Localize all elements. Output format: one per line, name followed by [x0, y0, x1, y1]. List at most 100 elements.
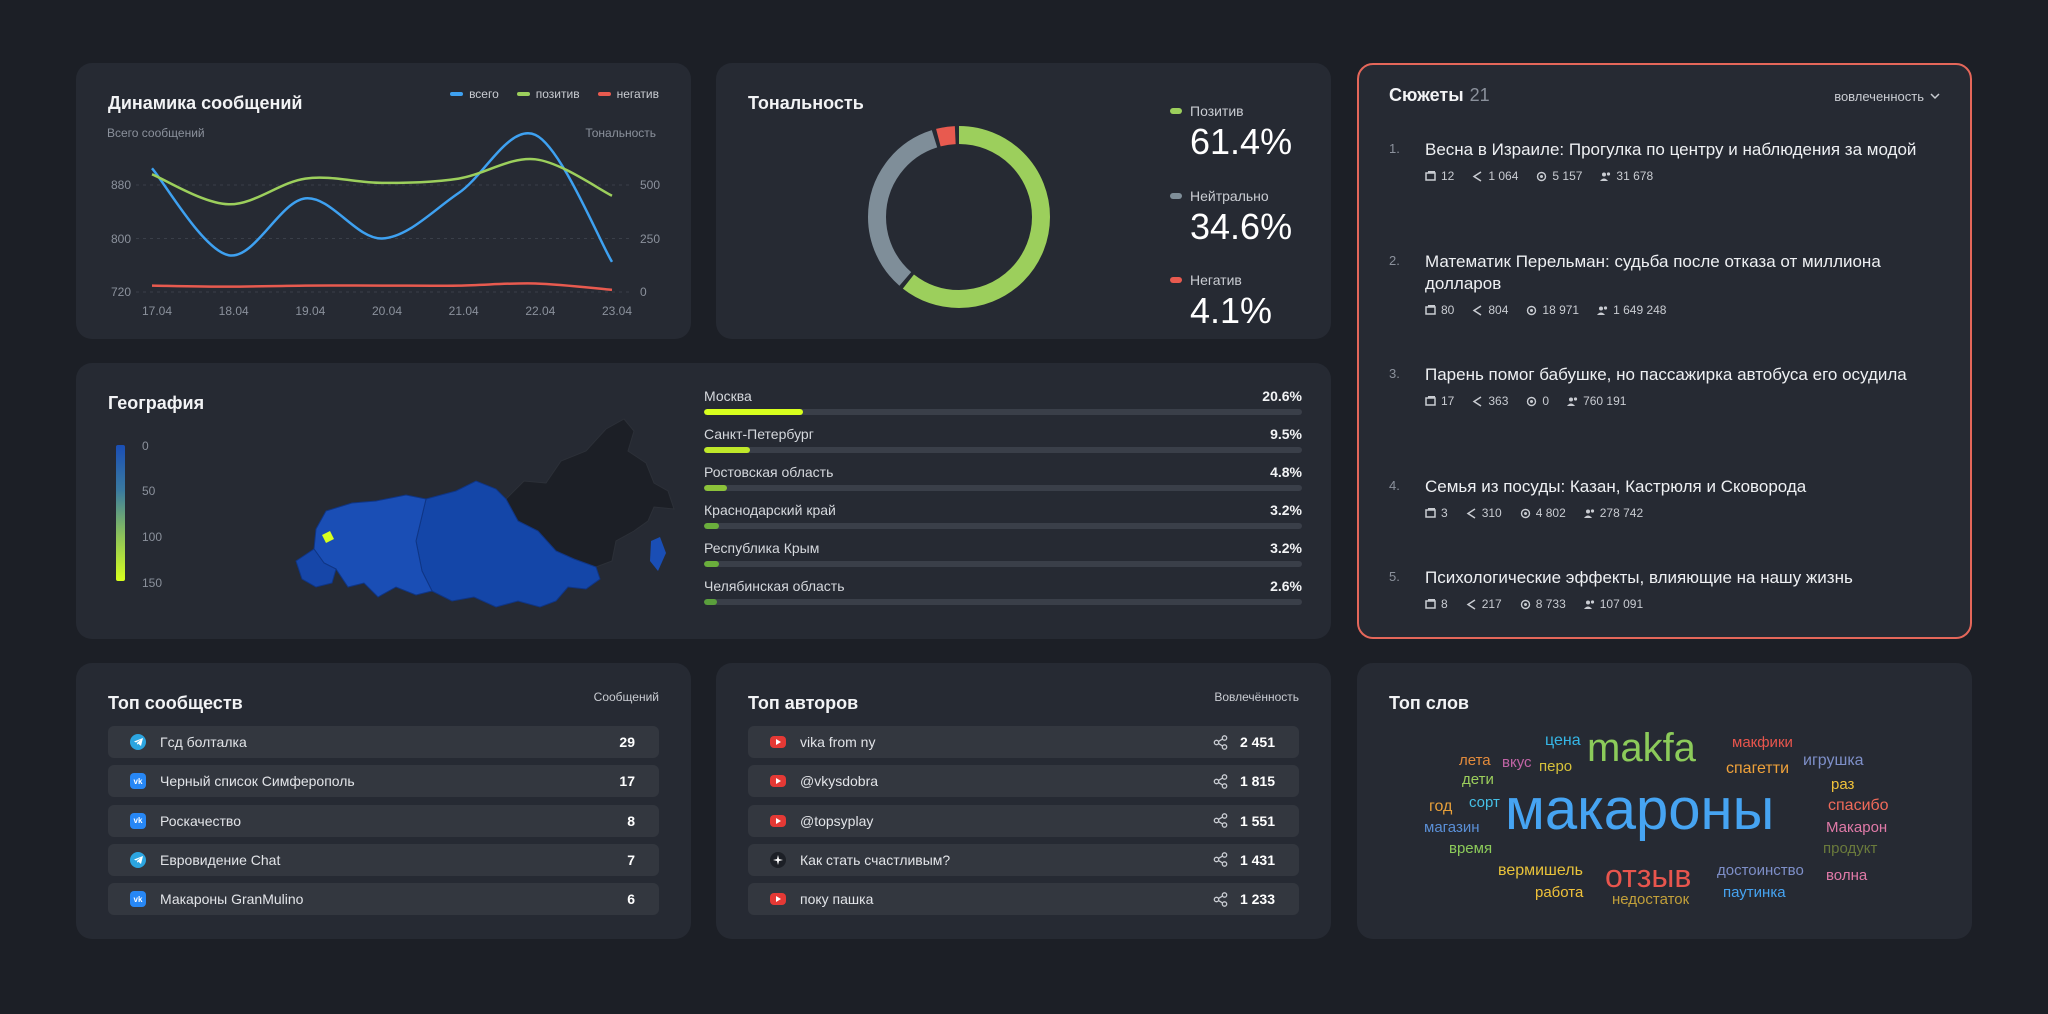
right-axis-caption: Тональность: [585, 126, 656, 140]
region-row[interactable]: Краснодарский край 3.2%: [704, 502, 1302, 529]
eye-icon: [1520, 599, 1530, 609]
word-cloud-word[interactable]: игрушка: [1803, 752, 1864, 769]
legend-swatch: [450, 92, 464, 96]
vk-icon: vk: [130, 773, 146, 790]
region-name: Краснодарский край: [704, 502, 836, 518]
legend-item-total[interactable]: всего: [450, 87, 499, 101]
legend-swatch: [1170, 108, 1182, 114]
map-region-moscow[interactable]: [322, 531, 334, 543]
region-bar-fill: [704, 599, 717, 605]
tonality-label: Негатив: [1190, 272, 1242, 288]
region-bar-track: [704, 599, 1302, 605]
row-label: Черный список Симферополь: [160, 773, 355, 790]
legend-item-positive[interactable]: позитив: [516, 87, 580, 101]
plot-title[interactable]: Парень помог бабушке, но пассажирка авто…: [1425, 365, 1907, 384]
author-row[interactable]: vika from ny 2 451: [748, 726, 1299, 758]
word-cloud-word[interactable]: время: [1449, 840, 1493, 857]
community-row[interactable]: Евровидение Chat 7: [108, 843, 659, 876]
word-cloud-word[interactable]: вкус: [1502, 754, 1532, 771]
word-cloud-word[interactable]: магазин: [1424, 819, 1480, 836]
word-cloud-word[interactable]: год: [1429, 798, 1453, 815]
row-value: 17: [619, 773, 635, 790]
author-row[interactable]: @topsyplay 1 551: [748, 804, 1299, 837]
stat-value: 217: [1481, 597, 1502, 611]
region-row[interactable]: Москва 20.6%: [704, 388, 1302, 415]
youtube-icon: [770, 814, 786, 827]
posts-icon: [1425, 395, 1436, 406]
map-region-siberia[interactable]: [415, 480, 601, 608]
plot-stat-shares: 363: [1472, 394, 1508, 408]
author-row[interactable]: @vkysdobra 1 815: [748, 765, 1299, 798]
plot-stat-views: 5 157: [1536, 169, 1582, 183]
word-cloud-word[interactable]: отзыв: [1605, 858, 1692, 894]
color-scale-bar: [116, 445, 125, 581]
region-row[interactable]: Ростовская область 4.8%: [704, 464, 1302, 491]
region-row[interactable]: Санкт-Петербург 9.5%: [704, 426, 1302, 453]
stat-value: 107 091: [1599, 597, 1644, 611]
region-row[interactable]: Республика Крым 3.2%: [704, 540, 1302, 567]
word-cloud-word[interactable]: достоинство: [1717, 862, 1804, 879]
x-tick-label: 23.04: [602, 304, 632, 318]
eye-icon: [1527, 305, 1537, 315]
plot-title[interactable]: Семья из посуды: Казан, Кастрюля и Сково…: [1425, 477, 1807, 496]
series-line-negative: [151, 282, 613, 292]
plot-item[interactable]: 5. Психологические эффекты, влияющие на …: [1389, 567, 1949, 611]
word-cloud-word[interactable]: макароны: [1505, 777, 1775, 842]
posts-icon: [1425, 598, 1436, 609]
vk-icon: vk: [130, 891, 146, 908]
sort-dropdown[interactable]: вовлеченность: [1834, 89, 1940, 104]
word-cloud-word[interactable]: Макарон: [1826, 819, 1888, 836]
word-cloud-word[interactable]: недостаток: [1612, 891, 1690, 908]
stat-value: 5 157: [1552, 169, 1583, 183]
word-cloud-word[interactable]: паутинка: [1723, 884, 1786, 901]
posts-icon: [1425, 507, 1436, 518]
stat-value: 4 802: [1535, 506, 1566, 520]
region-bar-track: [704, 485, 1302, 491]
plot-number: 3.: [1389, 366, 1400, 381]
plot-title[interactable]: Математик Перельман: судьба после отказа…: [1425, 252, 1881, 293]
word-cloud-word[interactable]: сорт: [1469, 794, 1500, 811]
telegram-icon: [130, 734, 146, 750]
author-row[interactable]: Как стать счастливым? 1 431: [748, 843, 1299, 876]
community-row[interactable]: vk Роскачество 8: [108, 804, 659, 837]
plot-item[interactable]: 2. Математик Перельман: судьба после отк…: [1389, 251, 1949, 317]
word-cloud-word[interactable]: вермишель: [1498, 862, 1583, 879]
plot-title[interactable]: Психологические эффекты, влияющие на наш…: [1425, 568, 1853, 587]
word-cloud-word[interactable]: работа: [1535, 884, 1584, 901]
word-cloud-word[interactable]: лета: [1459, 752, 1491, 769]
community-row[interactable]: vk Макароны GranMulino 6: [108, 883, 659, 916]
map-region-kamchatka[interactable]: [650, 537, 666, 571]
author-row[interactable]: поку пашка 1 233: [748, 883, 1299, 916]
plot-item[interactable]: 4. Семья из посуды: Казан, Кастрюля и Ск…: [1389, 476, 1949, 520]
row-label: Евровидение Chat: [160, 851, 281, 868]
word-cloud-word[interactable]: спасибо: [1828, 797, 1889, 814]
sort-label: вовлеченность: [1834, 89, 1924, 104]
russia-map[interactable]: [256, 411, 696, 621]
posts-icon: [1425, 304, 1436, 315]
word-cloud-word[interactable]: макфики: [1732, 734, 1793, 751]
share-icon: [1466, 507, 1476, 519]
region-bar-fill: [704, 561, 720, 567]
word-cloud-word[interactable]: makfa: [1587, 726, 1696, 770]
region-percent: 2.6%: [1270, 578, 1302, 594]
word-cloud-word[interactable]: перо: [1539, 758, 1573, 775]
map-region-south[interactable]: [295, 548, 337, 588]
row-label: Как стать счастливым?: [800, 851, 951, 868]
plot-item[interactable]: 1. Весна в Израиле: Прогулка по центру и…: [1389, 139, 1949, 183]
plot-title[interactable]: Весна в Израиле: Прогулка по центру и на…: [1425, 140, 1917, 159]
row-value: 1 551: [1239, 812, 1275, 829]
legend-item-negative[interactable]: негатив: [597, 87, 659, 101]
community-row[interactable]: Гсд болталка 29: [108, 726, 659, 758]
word-cloud-word[interactable]: волна: [1826, 867, 1868, 884]
community-row[interactable]: vk Черный список Симферополь 17: [108, 765, 659, 798]
share-icon: [1472, 395, 1482, 407]
word-cloud-word[interactable]: цена: [1545, 732, 1581, 749]
plot-item[interactable]: 3. Парень помог бабушке, но пассажирка а…: [1389, 364, 1949, 408]
word-cloud-word[interactable]: спагетти: [1726, 760, 1790, 777]
row-value: 1 233: [1239, 891, 1275, 908]
word-cloud-word[interactable]: раз: [1831, 776, 1855, 793]
word-cloud-word[interactable]: продукт: [1823, 840, 1878, 857]
plots-count: 21: [1469, 85, 1490, 105]
region-row[interactable]: Челябинская область 2.6%: [704, 578, 1302, 605]
word-cloud-word[interactable]: дети: [1462, 771, 1494, 788]
